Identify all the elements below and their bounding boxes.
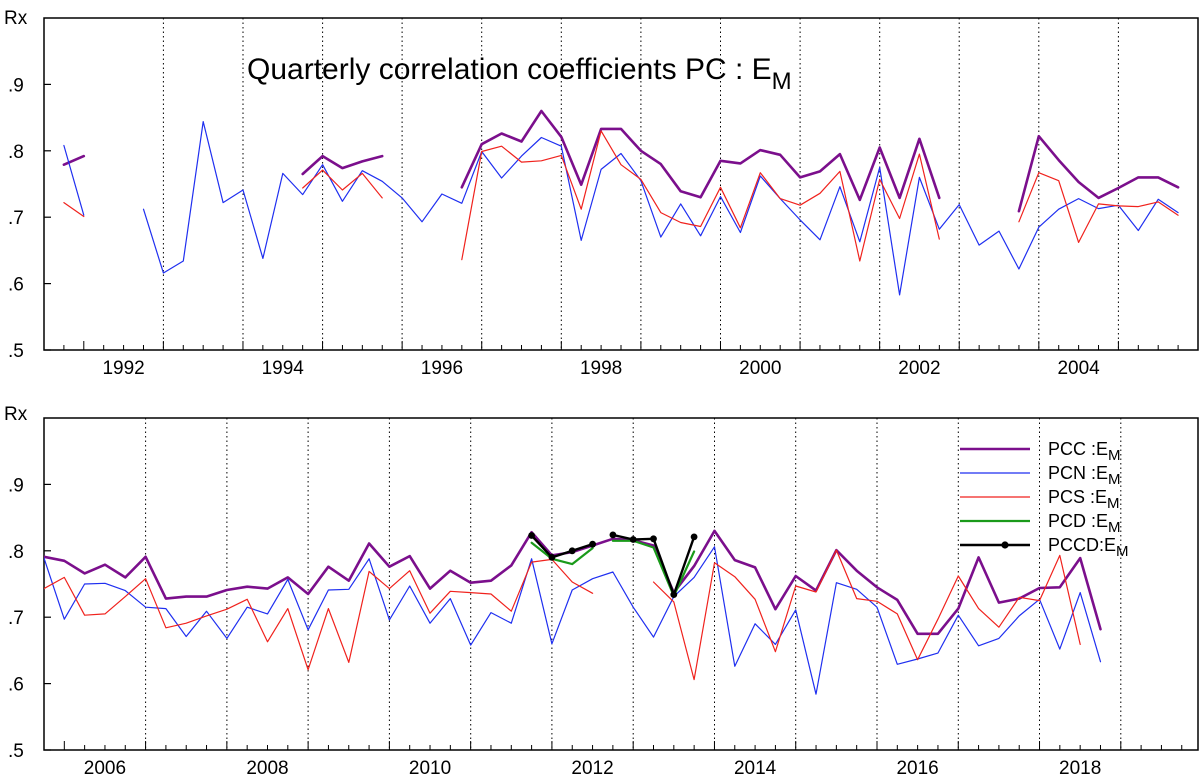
- series-pcs-line-0-3: [1018, 172, 1179, 243]
- y-tick-label-0-4: .9: [8, 75, 24, 96]
- year-label-0-4: 2000: [739, 358, 781, 379]
- series-pcs-line-1-0: [44, 558, 594, 671]
- y-tick-label-0-2: .7: [8, 208, 24, 229]
- series-pccd-line-1-1: [611, 533, 696, 596]
- series-pcc-line-0-2: [460, 109, 941, 202]
- top-panel-ticks: .5 .6 .7 .8 .9 1992 1994 1996 1998 2000 2002 2004: [8, 75, 1179, 379]
- year-label-1-2: 2010: [409, 758, 451, 779]
- chart-title: Quarterly correlation coefficients PC : …: [247, 53, 792, 95]
- top-panel: .5 .6 .7 .8 .9 1992 1994 1996 1998 2000 2002 2004 R…: [4, 8, 1199, 379]
- series-pcs-line-0-1: [302, 169, 383, 199]
- series-pccd-point-1-1-4: [690, 533, 698, 541]
- year-label-1-4: 2014: [734, 758, 777, 779]
- y-tick-label-1-3: .8: [8, 542, 24, 563]
- year-label-0-3: 1998: [580, 358, 622, 379]
- y-tick-label-1-1: .6: [8, 675, 24, 696]
- series-pccd-point-1-1-0: [609, 531, 617, 539]
- series-pcd-line-1-0: [530, 541, 594, 566]
- y-tick-label-1-4: .9: [8, 475, 24, 496]
- series-pccd-point-1-0-2: [568, 547, 576, 555]
- top-y-axis-label: Rx: [4, 8, 28, 29]
- year-label-1-3: 2012: [571, 758, 613, 779]
- series-pcs-line-1-1: [652, 549, 1081, 681]
- series-pcn-line-0-0: [63, 144, 85, 216]
- legend-marker-pccd: [1001, 541, 1009, 549]
- series-pcn-line-1-0: [44, 546, 1102, 695]
- bottom-panel-series: [44, 529, 1102, 695]
- series-pccd-point-1-1-3: [670, 591, 678, 598]
- bottom-panel: .5 .6 .7 .8 .9 2006 2008 2010 2012 2014 2016 2018 R…: [4, 404, 1199, 779]
- year-label-0-5: 2002: [898, 358, 940, 379]
- legend-label-pcc: PCC :EM: [1048, 439, 1121, 464]
- series-pcc-line-0-0: [62, 154, 86, 166]
- year-label-1-0: 2006: [84, 758, 126, 779]
- series-pccd-point-1-1-1: [629, 536, 637, 543]
- series-pccd-point-1-0-1: [548, 554, 556, 561]
- series-pcs-line-0-0: [63, 202, 85, 218]
- series-pcn-line-0-1: [142, 120, 1179, 296]
- bottom-panel-frame: [43, 417, 1199, 751]
- y-tick-label-0-3: .8: [8, 142, 24, 163]
- series-clip-0: [62, 109, 1180, 296]
- series-pcd-line-1-1: [611, 539, 696, 598]
- series-pcs-line-0-2: [461, 130, 940, 262]
- bottom-y-axis-label: Rx: [4, 404, 28, 425]
- year-label-0-6: 2004: [1057, 358, 1100, 379]
- legend-label-pcd: PCD :EM: [1048, 511, 1121, 536]
- top-panel-series: [62, 109, 1180, 296]
- y-tick-label-1-0: .5: [8, 741, 24, 762]
- year-label-0-0: 1992: [102, 358, 144, 379]
- series-pcc-line-0-3: [1017, 134, 1180, 213]
- series-pccd-point-1-1-2: [650, 535, 657, 543]
- series-pccd-point-1-0-3: [589, 540, 596, 548]
- legend-label-pccd: PCCD:EM: [1048, 535, 1129, 560]
- bottom-panel-ticks: .5 .6 .7 .8 .9 2006 2008 2010 2012 2014 2016 2018: [8, 475, 1183, 779]
- y-tick-label-0-0: .5: [8, 341, 24, 362]
- chart-title-subscript: M: [772, 68, 792, 95]
- year-label-1-5: 2016: [896, 758, 938, 779]
- y-tick-label-0-1: .6: [8, 275, 24, 296]
- y-tick-label-1-2: .7: [8, 608, 24, 629]
- legend-label-pcs: PCS :EM: [1048, 487, 1120, 512]
- year-label-0-1: 1994: [262, 358, 305, 379]
- top-panel-gridlines: [162, 18, 1119, 350]
- chart-title-text: Quarterly correlation coefficients PC : …: [247, 53, 772, 86]
- series-pcc-line-0-1: [301, 154, 384, 176]
- bottom-panel-gridlines: [145, 418, 1122, 750]
- series-clip-1: [44, 529, 1102, 695]
- series-pccd-line-1-0: [530, 534, 594, 559]
- series-pccd-point-1-0-0: [528, 532, 535, 539]
- year-label-1-6: 2018: [1059, 758, 1101, 779]
- legend-label-pcn: PCN :EM: [1048, 463, 1121, 488]
- year-label-1-1: 2008: [246, 758, 288, 779]
- year-label-0-2: 1996: [421, 358, 463, 379]
